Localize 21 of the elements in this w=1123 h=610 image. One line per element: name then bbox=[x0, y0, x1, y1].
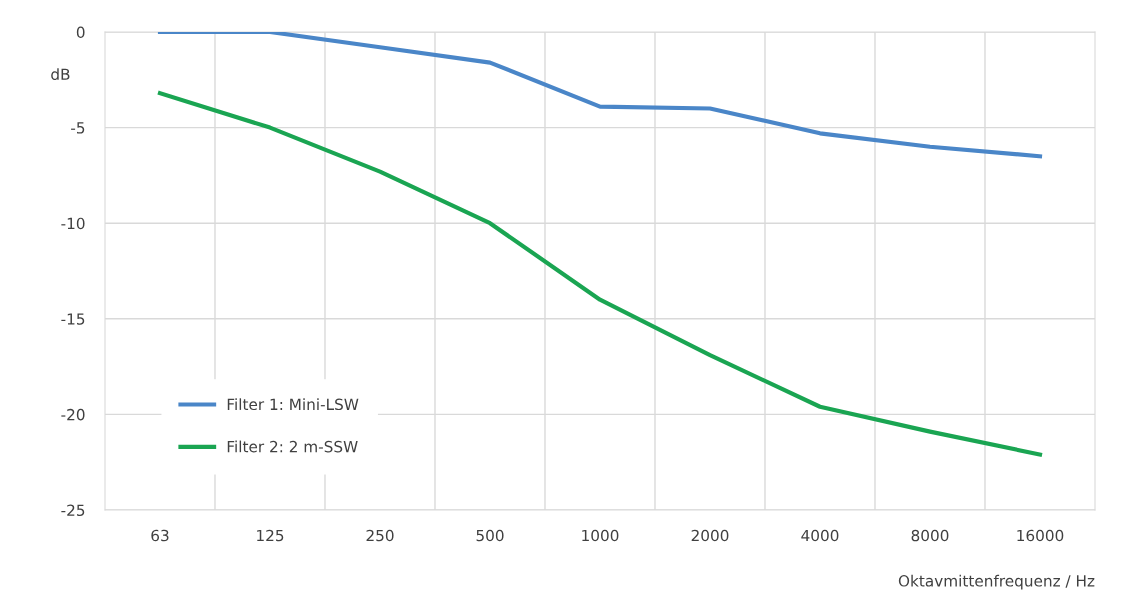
y-tick-label: -15 bbox=[61, 313, 85, 325]
x-tick-label: 500 bbox=[476, 529, 504, 542]
x-tick-label: 1000 bbox=[582, 529, 619, 542]
x-tick-label: 125 bbox=[257, 529, 284, 542]
y-tick-label: -10 bbox=[61, 217, 85, 230]
x-tick-label: 2000 bbox=[691, 529, 729, 542]
y-tick-label: -5 bbox=[71, 122, 85, 134]
x-tick-label: 250 bbox=[366, 529, 394, 542]
x-tick-label: 8000 bbox=[911, 529, 949, 542]
line-series bbox=[157, 32, 1043, 159]
x-tick-label: 16000 bbox=[1017, 529, 1064, 542]
line-series bbox=[157, 91, 1043, 457]
y-tick-label: -20 bbox=[61, 408, 85, 421]
x-tick-label: 63 bbox=[151, 529, 169, 542]
y-tick-label: -25 bbox=[61, 504, 85, 517]
legend-label: Filter 1: Mini-LSW bbox=[227, 398, 359, 411]
y-tick-label: 0 bbox=[76, 26, 85, 39]
x-axis-title: Oktavmittenfrequenz / Hz bbox=[898, 574, 1095, 590]
legend-label: Filter 2: 2 m-SSW bbox=[227, 440, 358, 453]
x-tick-label: 4000 bbox=[801, 529, 839, 542]
y-axis-title: dB bbox=[51, 68, 70, 81]
